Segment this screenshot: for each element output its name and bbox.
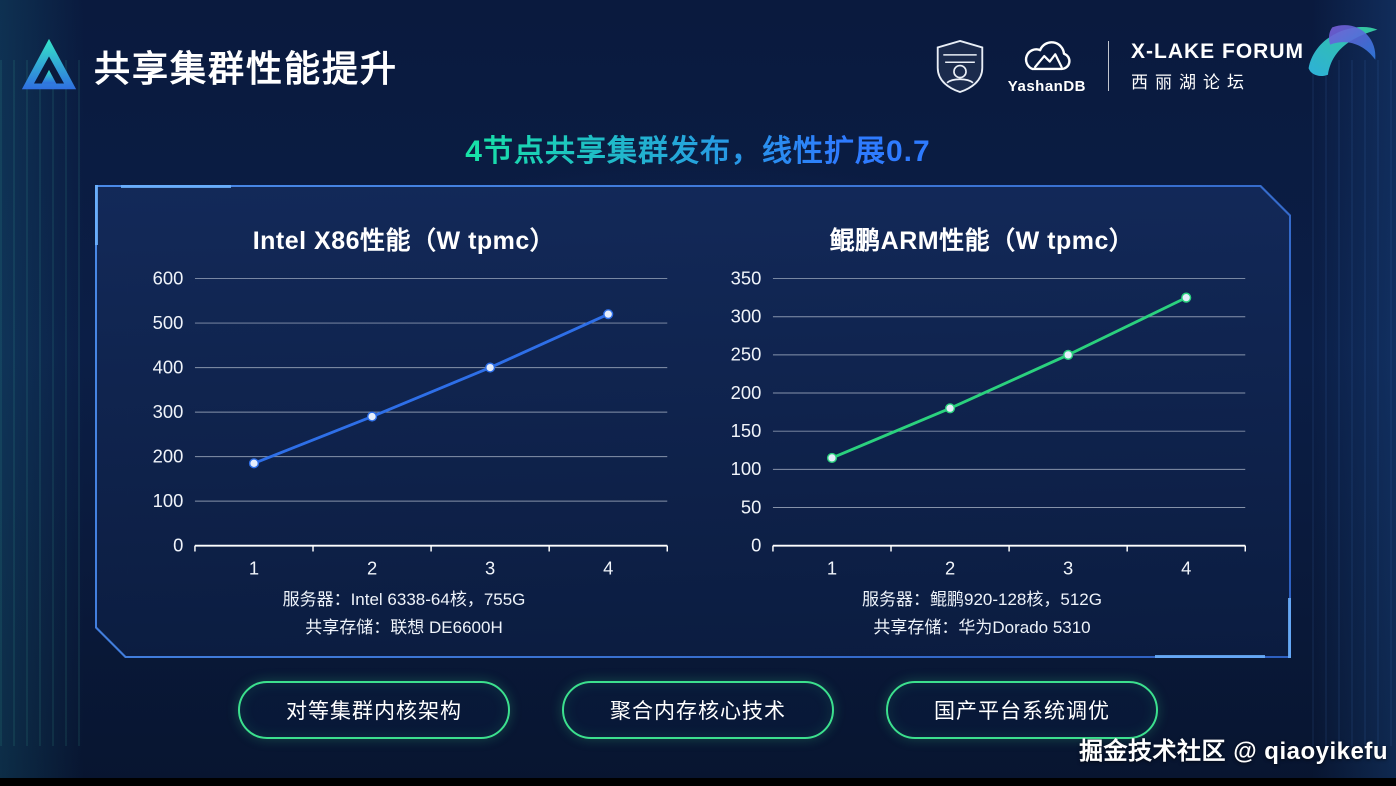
bottom-bar xyxy=(0,778,1396,786)
svg-text:3: 3 xyxy=(1063,558,1073,579)
panel-accent-bottom-right-v xyxy=(1288,598,1291,658)
panel-accent-top-left xyxy=(121,185,231,188)
svg-text:50: 50 xyxy=(741,496,761,517)
watermark: 掘金技术社区 @ qiaoyikefu xyxy=(1079,738,1388,765)
yashandb-cloud-icon xyxy=(1024,40,1071,70)
svg-text:4: 4 xyxy=(1181,558,1191,579)
charts-panel-inner: Intel X86性能（W tpmc） 0 100 200 300 400 500 600 1… xyxy=(97,187,1289,656)
svg-text:2: 2 xyxy=(945,558,955,579)
panel-accent-bottom-right xyxy=(1155,655,1265,658)
slide-subtitle: 4节点共享集群发布，线性扩展0.7 xyxy=(465,126,930,170)
svg-text:200: 200 xyxy=(731,382,762,403)
svg-text:150: 150 xyxy=(731,420,762,441)
svg-text:0: 0 xyxy=(751,534,761,555)
svg-text:1: 1 xyxy=(249,558,259,579)
chart-intel-title: Intel X86性能（W tpmc） xyxy=(252,227,556,255)
yashandb-logo-label: YashanDB xyxy=(1007,77,1086,95)
charts-row: Intel X86性能（W tpmc） 0 100 200 300 400 500 600 1… xyxy=(97,187,1289,641)
feature-button-aggregated-memory[interactable]: 聚合内存核心技术 xyxy=(562,681,834,739)
logo-cluster: YashanDB X-LAKE FORUM 西丽湖论坛 xyxy=(934,37,1304,95)
app-logo-triangle-icon xyxy=(21,38,77,90)
chart-arm-server-spec: 服务器：鲲鹏920-128核，512G xyxy=(862,590,1102,610)
subtitle-row: 4节点共享集群发布，线性扩展0.7 xyxy=(0,126,1396,170)
university-crest-icon xyxy=(936,39,984,93)
forum-subtitle: 西丽湖论坛 xyxy=(1131,72,1251,92)
chart-intel-storage-spec: 共享存储：联想 DE6600H xyxy=(305,617,503,637)
feature-button-peer-cluster-kernel[interactable]: 对等集群内核架构 xyxy=(238,681,510,739)
svg-text:500: 500 xyxy=(153,312,184,333)
svg-text:0: 0 xyxy=(173,534,183,555)
svg-text:100: 100 xyxy=(731,458,762,479)
forum-title: X-LAKE FORUM xyxy=(1131,39,1304,63)
charts-panel: Intel X86性能（W tpmc） 0 100 200 300 400 500 600 1… xyxy=(95,185,1291,658)
chart-kunpeng-arm: 鲲鹏ARM性能（W tpmc） 0 50 100 150 200 250 300 350 1 2 3… xyxy=(711,211,1253,641)
svg-text:350: 350 xyxy=(731,267,762,288)
chart-intel-x86: Intel X86性能（W tpmc） 0 100 200 300 400 500 600 1… xyxy=(133,211,675,641)
header: 共享集群性能提升 YashanDB X-LAKE FORUM 西丽湖论坛 xyxy=(18,25,1378,106)
chart-intel-plot: 0 100 200 300 400 500 600 1 2 3 4 xyxy=(133,265,675,586)
svg-text:300: 300 xyxy=(153,401,184,422)
yashandb-logo: YashanDB xyxy=(1008,38,1086,95)
svg-text:2: 2 xyxy=(367,558,377,579)
chart-arm-caption: 服务器：鲲鹏920-128核，512G 共享存储：华为Dorado 5310 xyxy=(711,586,1253,640)
feature-buttons-row: 对等集群内核架构 聚合内存核心技术 国产平台系统调优 xyxy=(0,681,1396,739)
ribbon-swirl-icon xyxy=(1308,25,1378,76)
page-title: 共享集群性能提升 xyxy=(94,48,399,89)
svg-text:200: 200 xyxy=(153,445,184,466)
svg-text:100: 100 xyxy=(153,490,184,511)
chart-arm-plot: 0 50 100 150 200 250 300 350 1 2 3 4 xyxy=(711,265,1253,586)
forum-logo: X-LAKE FORUM 西丽湖论坛 xyxy=(1131,40,1304,93)
svg-text:3: 3 xyxy=(485,558,495,579)
chart-intel-caption: 服务器：Intel 6338-64核，755G 共享存储：联想 DE6600H xyxy=(133,586,675,640)
svg-text:4: 4 xyxy=(603,558,613,579)
chart-arm-title: 鲲鹏ARM性能（W tpmc） xyxy=(829,227,1135,255)
svg-text:300: 300 xyxy=(731,306,762,327)
svg-text:600: 600 xyxy=(153,267,184,288)
svg-text:250: 250 xyxy=(731,344,762,365)
svg-text:1: 1 xyxy=(827,558,837,579)
panel-accent-top-left-v xyxy=(95,185,98,245)
feature-button-domestic-platform-tuning[interactable]: 国产平台系统调优 xyxy=(886,681,1158,739)
svg-text:400: 400 xyxy=(153,356,184,377)
logo-divider xyxy=(1108,41,1109,91)
chart-intel-server-spec: 服务器：Intel 6338-64核，755G xyxy=(282,590,526,610)
chart-arm-storage-spec: 共享存储：华为Dorado 5310 xyxy=(873,617,1091,637)
